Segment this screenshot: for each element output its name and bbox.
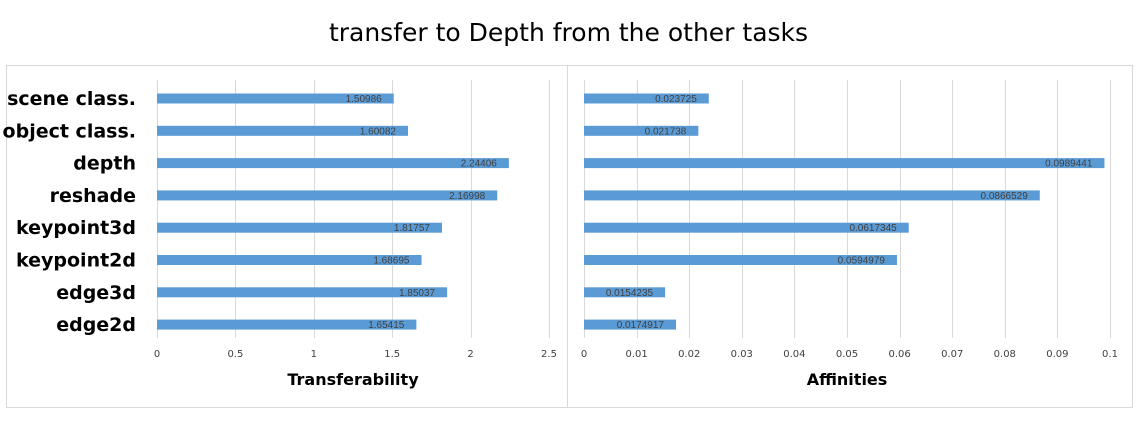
x-tick-label: 0.5 xyxy=(227,349,243,360)
bar-value-label: 1.60082 xyxy=(360,126,397,137)
category-label: edge2d xyxy=(56,314,136,336)
bar xyxy=(157,319,417,330)
category-label: reshade xyxy=(50,185,136,207)
bar xyxy=(584,93,709,104)
x-tick-label: 0.1 xyxy=(1102,349,1118,360)
chart-frame xyxy=(6,65,1133,408)
bar-value-label: 2.24406 xyxy=(461,159,498,170)
x-tick-label: 0.02 xyxy=(678,349,700,360)
transferability-panel: 0 0.5 1 1.5 2 2.5 1.50986 1.60082 2.24406 2.16998… xyxy=(154,80,557,389)
x-axis-title: Affinities xyxy=(807,370,888,389)
bar xyxy=(584,222,909,233)
bar-value-label: 1.85037 xyxy=(399,288,436,299)
bar xyxy=(584,158,1105,169)
chart-title: transfer to Depth from the other tasks xyxy=(328,18,809,47)
x-tick-label: 0 xyxy=(581,349,587,360)
bar xyxy=(157,190,498,201)
bar-value-label: 0.0617345 xyxy=(849,223,897,234)
category-label: keypoint2d xyxy=(16,250,136,272)
x-tick-label: 0.05 xyxy=(836,349,858,360)
category-label: edge3d xyxy=(56,282,136,304)
bar xyxy=(584,125,699,136)
bar xyxy=(157,287,448,298)
x-tick-label: 0 xyxy=(154,349,160,360)
bar-value-label: 0.023725 xyxy=(655,94,697,105)
bar xyxy=(157,93,394,104)
bar xyxy=(157,222,442,233)
x-tick-label: 0.03 xyxy=(731,349,753,360)
bar xyxy=(157,158,509,169)
bar-value-label: 1.65415 xyxy=(368,320,405,331)
bar-value-label: 0.0866529 xyxy=(981,191,1029,202)
x-tick-label: 2.5 xyxy=(541,349,557,360)
category-label: depth xyxy=(73,153,136,175)
bar-value-label: 2.16998 xyxy=(449,191,486,202)
x-tick-label: 0.08 xyxy=(994,349,1016,360)
category-label: object class. xyxy=(3,120,136,142)
bar xyxy=(584,287,666,298)
x-tick-label: 0.09 xyxy=(1046,349,1068,360)
bar-value-label: 1.68695 xyxy=(373,256,410,267)
bar-value-label: 1.81757 xyxy=(394,223,431,234)
bar xyxy=(157,255,422,265)
bar-value-label: 0.0174917 xyxy=(617,320,665,331)
bar-value-label: 0.0154235 xyxy=(606,288,654,299)
x-tick-label: 2 xyxy=(467,349,473,360)
bar xyxy=(584,190,1040,201)
x-tick-label: 0.01 xyxy=(625,349,647,360)
bar-value-label: 1.50986 xyxy=(346,94,383,105)
x-tick-label: 0.07 xyxy=(941,349,963,360)
bar xyxy=(584,255,897,265)
x-tick-label: 1.5 xyxy=(384,349,400,360)
bar-value-label: 0.0594979 xyxy=(838,256,886,267)
category-label: keypoint3d xyxy=(16,217,136,239)
bar xyxy=(584,319,677,330)
x-tick-label: 1 xyxy=(311,349,317,360)
x-tick-label: 0.04 xyxy=(783,349,805,360)
bar-value-label: 0.0989441 xyxy=(1045,159,1093,170)
category-label: scene class. xyxy=(7,88,136,110)
x-axis-title: Transferability xyxy=(287,370,419,389)
x-tick-label: 0.06 xyxy=(888,349,910,360)
affinities-panel: 0 0.01 0.02 0.03 0.04 0.05 0.06 0.07 0.08 0.09 0.1… xyxy=(581,80,1118,389)
bar xyxy=(157,125,409,136)
bar-value-label: 0.021738 xyxy=(645,126,687,137)
